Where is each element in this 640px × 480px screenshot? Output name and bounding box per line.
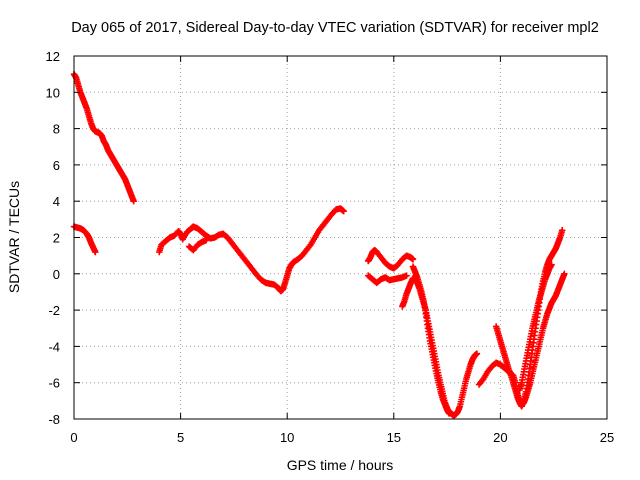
data-point (403, 272, 410, 279)
data-point (202, 237, 210, 244)
data-point (446, 410, 453, 417)
x-tick-label: 20 (493, 430, 507, 445)
y-tick-label: -6 (48, 376, 60, 391)
data-point (409, 256, 417, 263)
x-tick-label: 10 (280, 430, 294, 445)
x-tick-label: 15 (387, 430, 401, 445)
y-tick-label: 6 (53, 158, 60, 173)
x-tick-label: 25 (600, 430, 614, 445)
y-tick-label: 8 (53, 122, 60, 137)
data-point (559, 227, 566, 234)
data-point (340, 207, 347, 215)
data-point (561, 270, 568, 277)
y-tick-label: 2 (53, 231, 60, 246)
x-tick-label: 0 (70, 430, 77, 445)
data-point (548, 261, 555, 268)
data-point (473, 350, 481, 357)
data-points (70, 70, 568, 419)
data-point (130, 198, 137, 205)
y-tick-label: 12 (46, 49, 60, 64)
y-tick-label: 10 (46, 85, 60, 100)
data-point (92, 248, 99, 256)
y-tick-label: -4 (48, 339, 60, 354)
y-tick-label: 4 (53, 194, 60, 209)
x-tick-label: 5 (177, 430, 184, 445)
y-tick-label: -2 (48, 303, 60, 318)
grid-lines (74, 56, 607, 419)
x-axis-label: GPS time / hours (287, 457, 394, 473)
y-axis-label: SDTVAR / TECUs (6, 181, 22, 293)
axis-ticks: 0 5 10 15 20 25 -8 -6 -4 -2 0 2 4 6 8 10 12 (46, 49, 615, 445)
chart-title: Day 065 of 2017, Sidereal Day-to-day VTE… (71, 20, 599, 36)
y-tick-label: 0 (53, 267, 60, 282)
y-tick-label: -8 (48, 412, 60, 427)
